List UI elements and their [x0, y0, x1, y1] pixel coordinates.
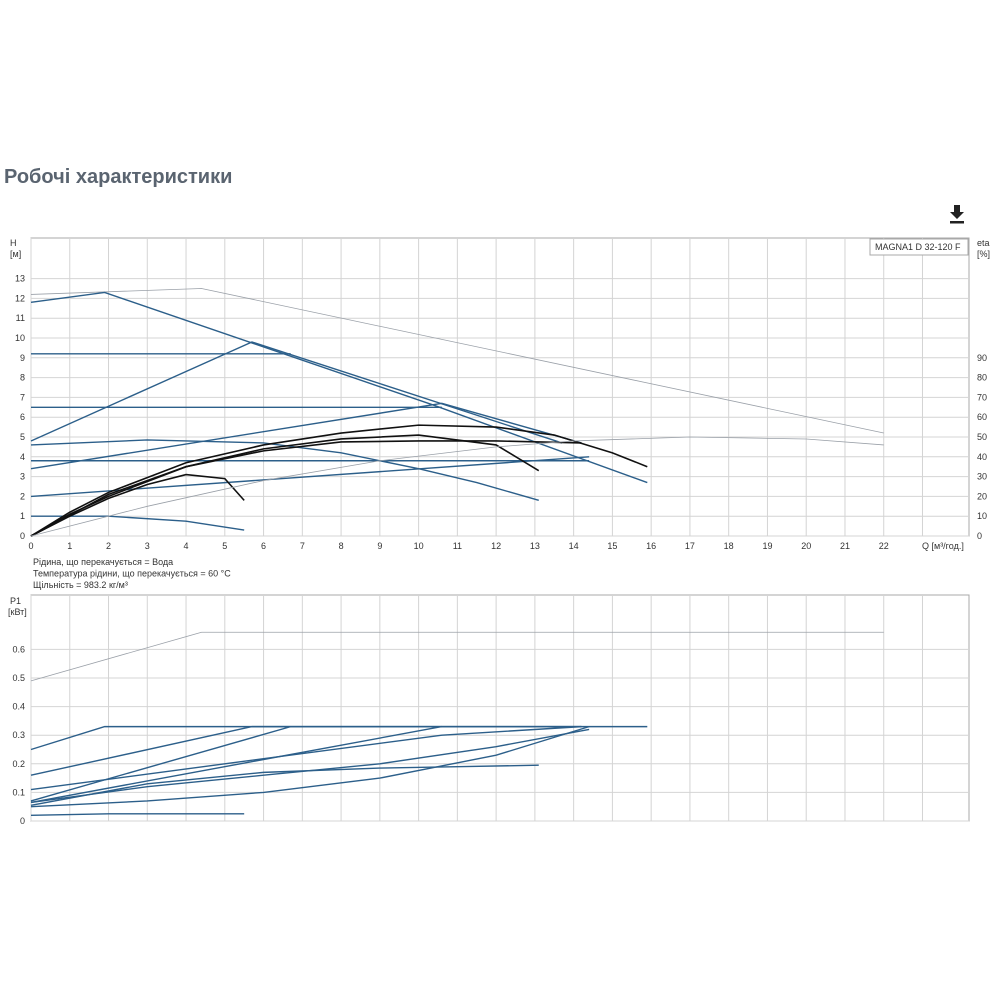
head-x-tick: 15: [607, 541, 617, 551]
head-x-tick: 12: [491, 541, 501, 551]
power-y-tick: 0.6: [12, 644, 25, 654]
head-x-tick: 4: [184, 541, 189, 551]
head-x-tick: 2: [106, 541, 111, 551]
head-x-tick: 8: [339, 541, 344, 551]
eta-ylabel-2: [%]: [977, 249, 990, 259]
eta-y-tick: 0: [977, 531, 982, 541]
head-x-tick: 11: [453, 541, 462, 551]
head-x-tick: 13: [530, 541, 540, 551]
head-y-tick: 12: [15, 293, 25, 303]
eta-y-tick: 10: [977, 511, 987, 521]
head-x-tick: 20: [801, 541, 811, 551]
eta-ylabel-1: eta: [977, 238, 990, 248]
power-y-tick: 0.5: [12, 673, 25, 683]
head-x-tick: 22: [879, 541, 889, 551]
power-y-tick: 0: [20, 816, 25, 826]
eta-y-tick: 40: [977, 452, 987, 462]
series-line-system: [30, 440, 582, 537]
head-y-tick: 5: [20, 432, 25, 442]
fluid-note: Рідина, що перекачується = Вода: [33, 557, 173, 567]
series-line-head: [30, 439, 539, 502]
eta-y-tick: 30: [977, 472, 987, 482]
head-y-tick: 7: [20, 392, 25, 402]
power-y-tick: 0.2: [12, 759, 25, 769]
power-y-tick: 0.3: [12, 730, 25, 740]
head-ylabel-2: [м]: [10, 249, 21, 259]
series-line-power: [30, 725, 291, 802]
series-line-head: [30, 402, 582, 470]
series-line-head: [30, 341, 563, 444]
series-line-max: [30, 631, 884, 682]
head-y-tick: 3: [20, 472, 25, 482]
power-y-tick: 0.4: [12, 702, 25, 712]
series-line-system: [30, 434, 540, 537]
head-y-tick: 0: [20, 531, 25, 541]
legend-label: MAGNA1 D 32-120 F: [875, 242, 961, 252]
head-x-tick: 14: [569, 541, 579, 551]
head-y-tick: 4: [20, 452, 25, 462]
head-x-tick: 17: [685, 541, 695, 551]
head-x-tick: 21: [840, 541, 850, 551]
head-x-tick: 16: [646, 541, 656, 551]
series-line-power: [30, 725, 590, 808]
head-x-tick: 19: [762, 541, 772, 551]
series-line-head: [30, 291, 648, 484]
power-plot-frame: [30, 594, 970, 822]
head-y-tick: 2: [20, 491, 25, 501]
series-line-power: [30, 764, 539, 806]
fluid-note: Щільність = 983.2 кг/м³: [33, 580, 128, 590]
series-line-system: [30, 473, 245, 537]
head-chart: 0 1 2 3 4 5 6 7 8 9 10 11 12 13 14 15 16 17 18 19 20 21 220123…: [10, 237, 990, 590]
eta-y-tick: 80: [977, 373, 987, 383]
eta-y-tick: 50: [977, 432, 987, 442]
head-x-tick: 5: [222, 541, 227, 551]
head-x-tick: 3: [145, 541, 150, 551]
power-ylabel-2: [кВт]: [8, 607, 27, 617]
head-x-tick: 0: [28, 541, 33, 551]
head-x-tick: 18: [724, 541, 734, 551]
head-y-tick: 9: [20, 353, 25, 363]
head-x-tick: 7: [300, 541, 305, 551]
eta-y-tick: 70: [977, 392, 987, 402]
legend: MAGNA1 D 32-120 F: [869, 238, 969, 256]
series-line-power: [30, 813, 245, 816]
head-x-tick: 9: [377, 541, 382, 551]
legend-box: [869, 238, 969, 256]
power-ylabel-1: P1: [10, 596, 21, 606]
download-icon[interactable]: [948, 204, 966, 224]
power-y-tick: 0.1: [12, 787, 25, 797]
series-line-power: [30, 725, 582, 776]
fluid-note: Температура рідини, що перекачується = 6…: [33, 569, 231, 579]
series-line-power: [30, 725, 582, 791]
head-ylabel-1: H: [10, 238, 17, 248]
head-x-tick: 1: [67, 541, 72, 551]
page-title: Робочі характеристики: [4, 166, 233, 188]
eta-y-tick: 60: [977, 412, 987, 422]
head-y-tick: 6: [20, 412, 25, 422]
head-y-tick: 1: [20, 511, 25, 521]
eta-y-tick: 20: [977, 491, 987, 501]
series-line-max: [30, 288, 884, 434]
series-line-power: [30, 728, 590, 804]
series-line-efficiency: [30, 436, 884, 537]
head-y-tick: 8: [20, 373, 25, 383]
head-plot-frame: [30, 237, 970, 537]
head-y-tick: 10: [15, 333, 25, 343]
eta-y-tick: 90: [977, 353, 987, 363]
head-y-tick: 13: [15, 274, 25, 284]
series-line-power: [30, 725, 442, 804]
head-y-tick: 11: [16, 313, 25, 323]
head-xlabel: Q [м³/год.]: [922, 541, 964, 551]
head-x-tick: 10: [414, 541, 424, 551]
head-x-tick: 6: [261, 541, 266, 551]
power-chart: 0 0.1 0.2 0.3 0.4 0.5 0.6 P1[кВт]: [8, 594, 970, 826]
